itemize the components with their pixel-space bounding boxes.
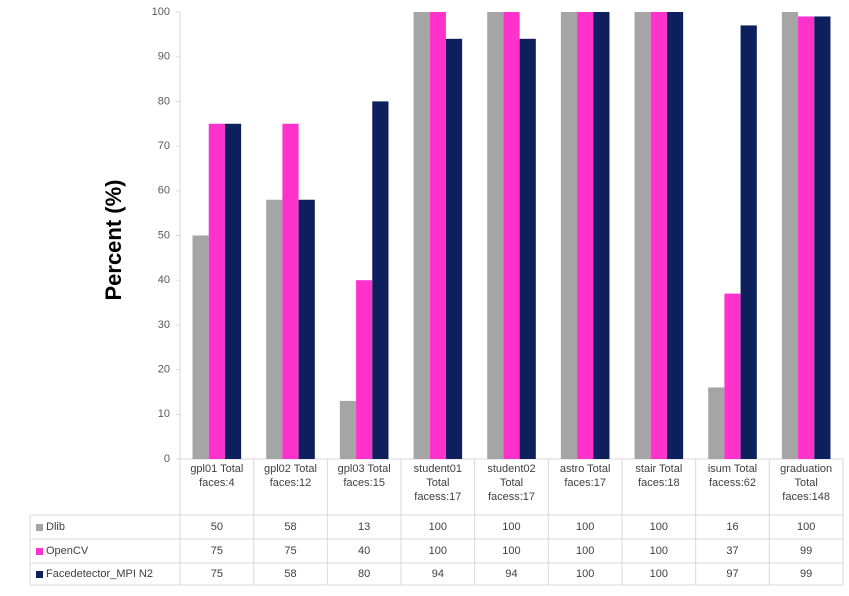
legend-swatch bbox=[36, 547, 43, 555]
table-cell: 100 bbox=[575, 521, 595, 533]
table-cell: 16 bbox=[726, 521, 739, 533]
bar bbox=[593, 12, 610, 459]
y-tick-label: 10 bbox=[158, 408, 170, 420]
table-cell: 40 bbox=[358, 545, 371, 557]
y-tick-label: 70 bbox=[158, 140, 170, 152]
table-cell: 94 bbox=[505, 568, 518, 580]
bar bbox=[519, 38, 536, 459]
bar bbox=[282, 123, 299, 459]
legend-swatch bbox=[36, 523, 43, 531]
table-cell: 75 bbox=[284, 545, 297, 557]
table-cell: 75 bbox=[210, 545, 223, 557]
table-cell: 100 bbox=[428, 521, 447, 533]
bar bbox=[192, 235, 209, 459]
legend-label: OpenCV bbox=[46, 545, 89, 557]
bar bbox=[650, 12, 667, 459]
legend-entry: OpenCV bbox=[30, 539, 180, 563]
bar bbox=[339, 400, 357, 459]
bar bbox=[666, 12, 684, 459]
table-cell: 100 bbox=[649, 521, 668, 533]
table-cell: 100 bbox=[649, 545, 668, 557]
legend-swatch bbox=[36, 570, 43, 578]
table-cell: 58 bbox=[284, 521, 297, 533]
legend-entry: Dlib bbox=[30, 515, 180, 539]
table-cell: 100 bbox=[428, 545, 447, 557]
bar bbox=[266, 199, 283, 460]
table-cell: 100 bbox=[796, 521, 816, 533]
bar bbox=[487, 12, 504, 459]
bar bbox=[429, 12, 446, 459]
bar bbox=[372, 101, 389, 460]
table-cell: 13 bbox=[358, 521, 371, 533]
table-cell: 99 bbox=[800, 545, 813, 557]
table-cell: 100 bbox=[575, 568, 595, 580]
bar bbox=[503, 12, 520, 459]
table-cell: 100 bbox=[575, 545, 595, 557]
bar bbox=[724, 293, 741, 459]
x-tick-label: gpl03 Total faces:15 bbox=[337, 463, 391, 489]
y-tick-label: 40 bbox=[158, 274, 170, 286]
table-cell: 100 bbox=[502, 521, 521, 533]
y-tick-label: 80 bbox=[158, 95, 170, 107]
x-tick-label: gpl02 Total faces:12 bbox=[263, 463, 317, 489]
bar bbox=[577, 12, 594, 459]
table-cell: 50 bbox=[210, 521, 223, 533]
x-tick-label: student02 Total facess:17 bbox=[487, 463, 536, 503]
bar bbox=[224, 123, 242, 459]
x-tick-label: isum Total facess:62 bbox=[707, 463, 758, 489]
x-tick-label: astro Total faces:17 bbox=[559, 463, 611, 489]
bar bbox=[781, 12, 799, 459]
legend-label: Dlib bbox=[46, 521, 65, 533]
y-tick-label: 60 bbox=[158, 185, 170, 197]
legend-entry: Facedetector_MPI N2 bbox=[30, 563, 180, 585]
bar bbox=[814, 16, 831, 459]
bar bbox=[708, 387, 725, 459]
table-cell: 100 bbox=[502, 545, 521, 557]
bar bbox=[413, 12, 430, 459]
bar bbox=[560, 12, 578, 459]
y-tick-label: 30 bbox=[158, 319, 170, 331]
legend-label: Facedetector_MPI N2 bbox=[46, 568, 153, 580]
y-axis-label: Percent (%) bbox=[101, 179, 126, 300]
table-cell: 37 bbox=[726, 545, 739, 557]
table-cell: 94 bbox=[431, 568, 444, 580]
bar bbox=[798, 16, 815, 459]
bar bbox=[445, 38, 463, 459]
table-cell: 80 bbox=[358, 568, 371, 580]
x-tick-label: stair Total faces:18 bbox=[635, 463, 683, 489]
y-tick-label: 20 bbox=[158, 364, 170, 376]
x-tick-label: student01 Total facess:17 bbox=[413, 463, 462, 503]
x-tick-label: graduation Total faces:148 bbox=[780, 463, 833, 503]
y-tick-label: 100 bbox=[152, 6, 170, 18]
table-cell: 75 bbox=[210, 568, 223, 580]
y-tick-label: 0 bbox=[164, 453, 170, 465]
table-cell: 100 bbox=[649, 568, 668, 580]
bar bbox=[208, 123, 225, 459]
table-cell: 99 bbox=[800, 568, 813, 580]
bar bbox=[740, 25, 757, 459]
bar bbox=[634, 12, 651, 459]
y-tick-label: 50 bbox=[158, 229, 170, 241]
bar bbox=[356, 280, 373, 459]
x-tick-label: gpl01 Total faces:4 bbox=[190, 463, 244, 489]
table-cell: 97 bbox=[726, 568, 739, 580]
table-cell: 58 bbox=[284, 568, 297, 580]
bar bbox=[298, 199, 315, 460]
y-tick-label: 90 bbox=[158, 51, 170, 63]
